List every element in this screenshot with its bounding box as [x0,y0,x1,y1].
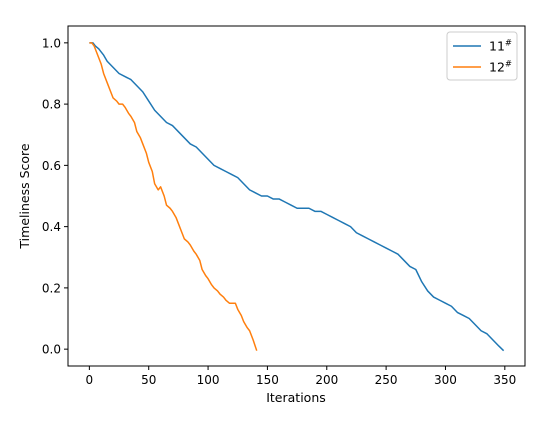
x-tick-label: 200 [315,373,338,387]
y-tick-label: 1.0 [42,36,61,50]
y-tick-label: 0.0 [42,343,61,357]
x-tick-label: 50 [141,373,156,387]
series-line-11 [89,42,505,352]
legend-label-superscript: # [505,60,512,70]
legend-box [446,31,518,81]
plot-area [67,25,526,367]
legend-label-superscript: # [505,39,512,49]
series-line-12 [89,42,258,351]
y-tick-label: 0.6 [42,159,61,173]
axes-frame [67,25,526,367]
y-tick-label: 0.8 [42,98,61,112]
y-tick-label: 0.4 [42,220,61,234]
x-tick-label: 150 [256,373,279,387]
y-axis-ticks: 0.0 0.2 0.4 0.6 0.8 1.0 [42,36,68,357]
x-axis-label: Iterations [266,390,326,405]
y-tick-label: 0.2 [42,281,61,295]
x-tick-label: 350 [493,373,516,387]
legend: 11#12# [446,31,518,81]
x-tick-label: 0 [86,373,94,387]
x-tick-label: 250 [375,373,398,387]
y-axis-label: Timeliness Score [17,143,32,249]
x-tick-label: 100 [197,373,220,387]
x-axis-ticks: 0 50 100 150 200 250 300 350 [86,366,516,387]
x-tick-label: 300 [434,373,457,387]
